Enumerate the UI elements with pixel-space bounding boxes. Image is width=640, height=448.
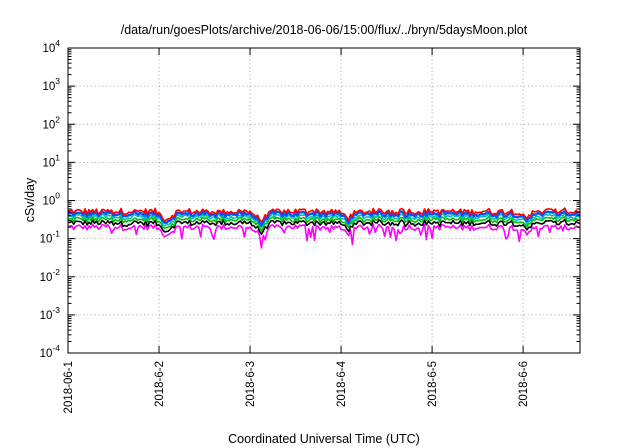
- x-tick-label: 2018-6-5: [427, 361, 439, 407]
- y-tick-label: 10-1: [40, 229, 61, 246]
- chart-title: /data/run/goesPlots/archive/2018-06-06/1…: [121, 23, 528, 37]
- y-tick-label: 104: [42, 38, 60, 55]
- x-tick-label: 2018-6-3: [245, 361, 257, 407]
- grid: [68, 48, 580, 353]
- series-line: [67, 223, 581, 249]
- series-line: [67, 218, 581, 235]
- x-tick-label: 2018-6-2: [154, 361, 166, 407]
- x-tick-label: 2018-06-1: [63, 361, 75, 413]
- x-tick-labels: 2018-06-1 2018-6-2 2018-6-3 2018-6-4 2018-6-…: [63, 360, 530, 413]
- series-line: [67, 215, 581, 232]
- y-tick-label: 10-2: [40, 267, 61, 284]
- x-tick-label: 2018-6-6: [518, 361, 530, 407]
- y-tick-label: 101: [42, 152, 60, 169]
- series-line: [67, 207, 581, 223]
- series-group: [67, 207, 581, 249]
- y-axis-label: cSv/day: [23, 177, 37, 222]
- axis-ticks: [67, 47, 580, 354]
- y-tick-label: 102: [42, 114, 60, 131]
- y-tick-label: 100: [42, 191, 60, 208]
- y-tick-label: 103: [42, 76, 60, 93]
- x-tick-label: 2018-6-4: [336, 360, 348, 407]
- x-axis-label: Coordinated Universal Time (UTC): [228, 432, 420, 446]
- series-line: [68, 209, 581, 227]
- y-tick-labels: 10-4 10-3 10-2 10-1 100 101 102 103 104: [40, 38, 61, 360]
- series-line: [67, 212, 581, 229]
- y-tick-label: 10-4: [40, 343, 61, 360]
- y-tick-label: 10-3: [40, 305, 61, 322]
